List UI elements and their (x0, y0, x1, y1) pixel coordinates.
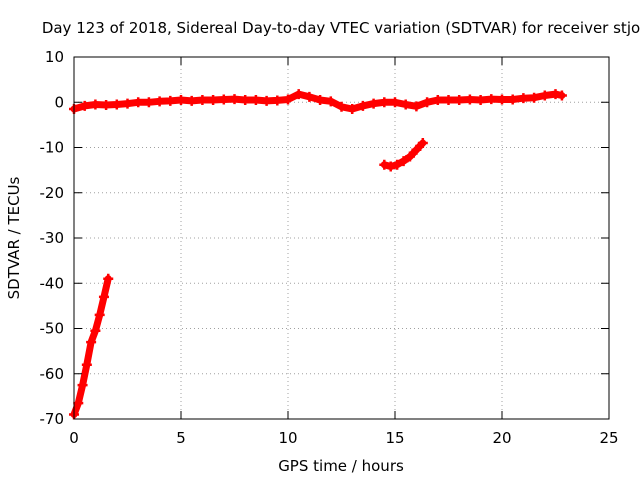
data-point (486, 94, 497, 105)
data-point (240, 94, 251, 105)
data-point (101, 99, 112, 110)
data-point (197, 94, 208, 105)
data-point (90, 325, 101, 336)
data-point (81, 359, 92, 370)
data-point (77, 380, 88, 391)
y-axis-label: SDTVAR / TECUs (5, 176, 23, 299)
y-tick-label: 0 (54, 93, 64, 111)
y-tick-label: -70 (40, 410, 65, 428)
data-point (261, 95, 272, 106)
y-tick-label: -20 (40, 184, 65, 202)
data-point (208, 94, 219, 105)
data-point (432, 94, 443, 105)
data-point (400, 99, 411, 110)
data-point (315, 94, 326, 105)
data-point (518, 93, 529, 104)
data-point (392, 159, 403, 170)
data-point (73, 398, 84, 409)
data-point (404, 151, 415, 162)
y-tick-label: 10 (45, 48, 64, 66)
data-series (69, 89, 567, 420)
y-tick-label: -50 (40, 320, 65, 338)
data-point (186, 95, 197, 106)
x-axis-label: GPS time / hours (278, 457, 404, 475)
data-point (475, 94, 486, 105)
data-point (165, 95, 176, 106)
data-point (154, 96, 165, 107)
data-point (133, 97, 144, 108)
data-point (94, 309, 105, 320)
data-point (304, 91, 315, 102)
axis-ticks: 0 5 10 15 20 25 -70 -60 -50 -40 -30 -20 -10 0 10 (40, 48, 619, 447)
data-point (325, 96, 336, 107)
data-point (368, 98, 379, 109)
data-point (272, 95, 283, 106)
data-point (385, 161, 396, 172)
data-point (283, 94, 293, 105)
data-point (379, 97, 390, 108)
data-point (90, 99, 101, 110)
data-point (176, 94, 186, 105)
chart-title: Day 123 of 2018, Sidereal Day-to-day VTE… (42, 19, 640, 37)
data-point (293, 89, 304, 100)
data-point (336, 101, 347, 112)
data-point (250, 94, 261, 105)
data-point (98, 291, 109, 302)
data-point (411, 144, 422, 155)
y-tick-label: -40 (40, 274, 65, 292)
x-tick-label: 10 (278, 429, 297, 447)
data-point (464, 94, 475, 105)
data-point (507, 94, 518, 105)
data-point (229, 94, 240, 105)
data-point (443, 94, 454, 105)
x-tick-label: 15 (385, 429, 404, 447)
y-tick-label: -30 (40, 229, 65, 247)
y-tick-label: -60 (40, 365, 65, 383)
data-point (143, 97, 154, 108)
data-point (390, 97, 400, 108)
data-point (103, 273, 114, 284)
data-point (417, 137, 428, 148)
data-point (122, 98, 133, 109)
grid (74, 57, 609, 419)
data-point (79, 100, 90, 111)
data-point (497, 94, 507, 105)
data-point (550, 89, 561, 100)
data-point (539, 90, 550, 101)
x-tick-label: 0 (69, 429, 79, 447)
data-point (86, 337, 97, 348)
data-point (111, 99, 122, 110)
data-point (379, 159, 390, 170)
data-point (556, 90, 567, 101)
data-point (529, 92, 540, 103)
series-2 (379, 137, 428, 172)
y-tick-label: -10 (40, 139, 65, 157)
x-tick-label: 25 (599, 429, 618, 447)
data-point (422, 97, 433, 108)
x-tick-label: 5 (176, 429, 186, 447)
data-point (357, 100, 368, 111)
data-point (411, 101, 422, 112)
data-point (454, 94, 465, 105)
data-point (218, 94, 229, 105)
data-point (347, 104, 358, 115)
data-point (398, 156, 409, 167)
x-tick-label: 20 (492, 429, 511, 447)
series-1 (69, 89, 567, 115)
